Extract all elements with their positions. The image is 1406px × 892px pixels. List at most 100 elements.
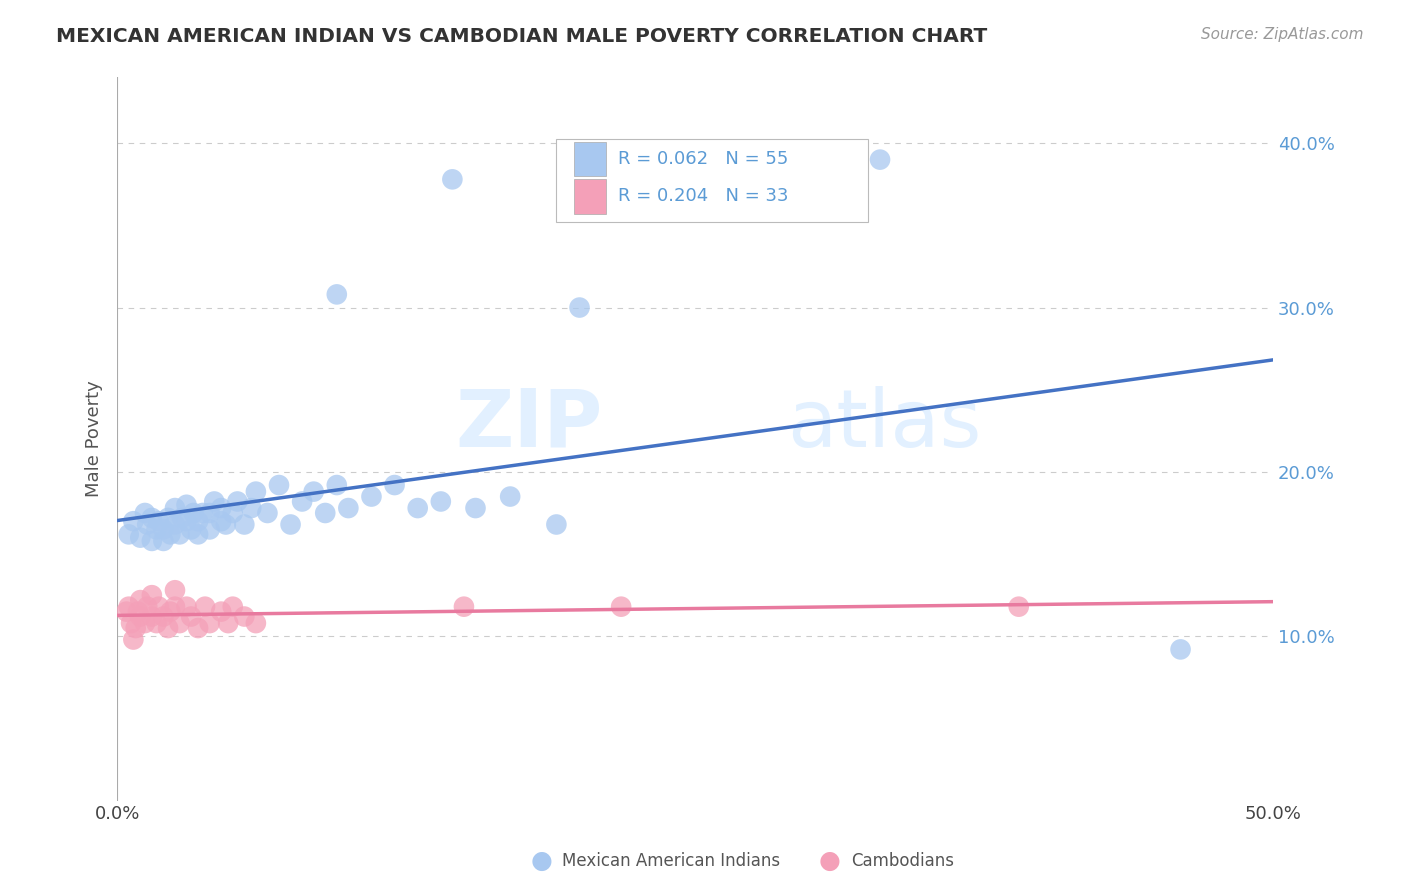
- Point: [134, 506, 156, 520]
- Point: [125, 621, 148, 635]
- Point: [226, 494, 249, 508]
- Point: [163, 517, 186, 532]
- Point: [152, 523, 174, 537]
- Point: [120, 616, 142, 631]
- Point: [337, 501, 360, 516]
- Point: [245, 616, 267, 631]
- Point: [141, 511, 163, 525]
- Point: [183, 506, 205, 520]
- FancyBboxPatch shape: [557, 139, 869, 222]
- Point: [176, 599, 198, 614]
- Text: R = 0.204   N = 33: R = 0.204 N = 33: [617, 187, 789, 205]
- Point: [159, 527, 181, 541]
- Point: [464, 501, 486, 516]
- Point: [163, 583, 186, 598]
- Text: Mexican American Indians: Mexican American Indians: [562, 852, 780, 870]
- Point: [157, 511, 180, 525]
- Point: [610, 599, 633, 614]
- Point: [198, 506, 221, 520]
- Point: [187, 527, 209, 541]
- Point: [233, 517, 256, 532]
- Point: [191, 506, 214, 520]
- Point: [280, 517, 302, 532]
- Point: [326, 478, 349, 492]
- Text: ZIP: ZIP: [456, 385, 603, 464]
- Point: [209, 501, 232, 516]
- Point: [122, 514, 145, 528]
- Point: [129, 531, 152, 545]
- Point: [222, 599, 245, 614]
- Point: [233, 609, 256, 624]
- Point: [202, 494, 225, 508]
- Point: [145, 616, 167, 631]
- Point: [180, 523, 202, 537]
- Point: [145, 523, 167, 537]
- Point: [180, 609, 202, 624]
- Point: [141, 588, 163, 602]
- Point: [209, 605, 232, 619]
- Point: [1170, 642, 1192, 657]
- Point: [499, 490, 522, 504]
- Point: [148, 514, 170, 528]
- Text: ●: ●: [818, 849, 841, 872]
- Point: [314, 506, 336, 520]
- Point: [240, 501, 263, 516]
- Point: [187, 621, 209, 635]
- Point: [152, 609, 174, 624]
- Text: R = 0.062   N = 55: R = 0.062 N = 55: [617, 150, 787, 168]
- Point: [326, 287, 349, 301]
- Y-axis label: Male Poverty: Male Poverty: [86, 381, 103, 498]
- Point: [384, 478, 406, 492]
- Point: [406, 501, 429, 516]
- Point: [441, 172, 464, 186]
- Point: [134, 616, 156, 631]
- Point: [169, 527, 191, 541]
- Point: [152, 533, 174, 548]
- Point: [115, 605, 138, 619]
- Point: [170, 511, 193, 525]
- Text: ●: ●: [530, 849, 553, 872]
- Point: [267, 478, 290, 492]
- Point: [430, 494, 453, 508]
- Point: [245, 484, 267, 499]
- Point: [546, 517, 568, 532]
- Point: [256, 506, 278, 520]
- Point: [568, 301, 591, 315]
- Point: [215, 517, 238, 532]
- Point: [141, 609, 163, 624]
- Text: MEXICAN AMERICAN INDIAN VS CAMBODIAN MALE POVERTY CORRELATION CHART: MEXICAN AMERICAN INDIAN VS CAMBODIAN MAL…: [56, 27, 987, 45]
- Point: [163, 599, 186, 614]
- Point: [209, 514, 232, 528]
- Point: [163, 501, 186, 516]
- Point: [129, 593, 152, 607]
- Point: [194, 599, 217, 614]
- Text: atlas: atlas: [787, 385, 981, 464]
- Point: [360, 490, 382, 504]
- Point: [198, 616, 221, 631]
- Point: [148, 599, 170, 614]
- Point: [129, 609, 152, 624]
- Point: [157, 621, 180, 635]
- Point: [122, 632, 145, 647]
- Point: [127, 605, 149, 619]
- Point: [198, 523, 221, 537]
- Point: [302, 484, 325, 499]
- Point: [118, 527, 141, 541]
- Text: Cambodians: Cambodians: [851, 852, 953, 870]
- Bar: [574, 179, 606, 214]
- Point: [159, 605, 181, 619]
- Point: [176, 514, 198, 528]
- Point: [136, 517, 159, 532]
- Point: [869, 153, 891, 167]
- Point: [222, 506, 245, 520]
- Point: [291, 494, 314, 508]
- Point: [169, 616, 191, 631]
- Point: [187, 514, 209, 528]
- Point: [217, 616, 239, 631]
- Point: [1008, 599, 1031, 614]
- Point: [453, 599, 475, 614]
- Text: Source: ZipAtlas.com: Source: ZipAtlas.com: [1201, 27, 1364, 42]
- Point: [141, 533, 163, 548]
- Point: [118, 599, 141, 614]
- Point: [136, 599, 159, 614]
